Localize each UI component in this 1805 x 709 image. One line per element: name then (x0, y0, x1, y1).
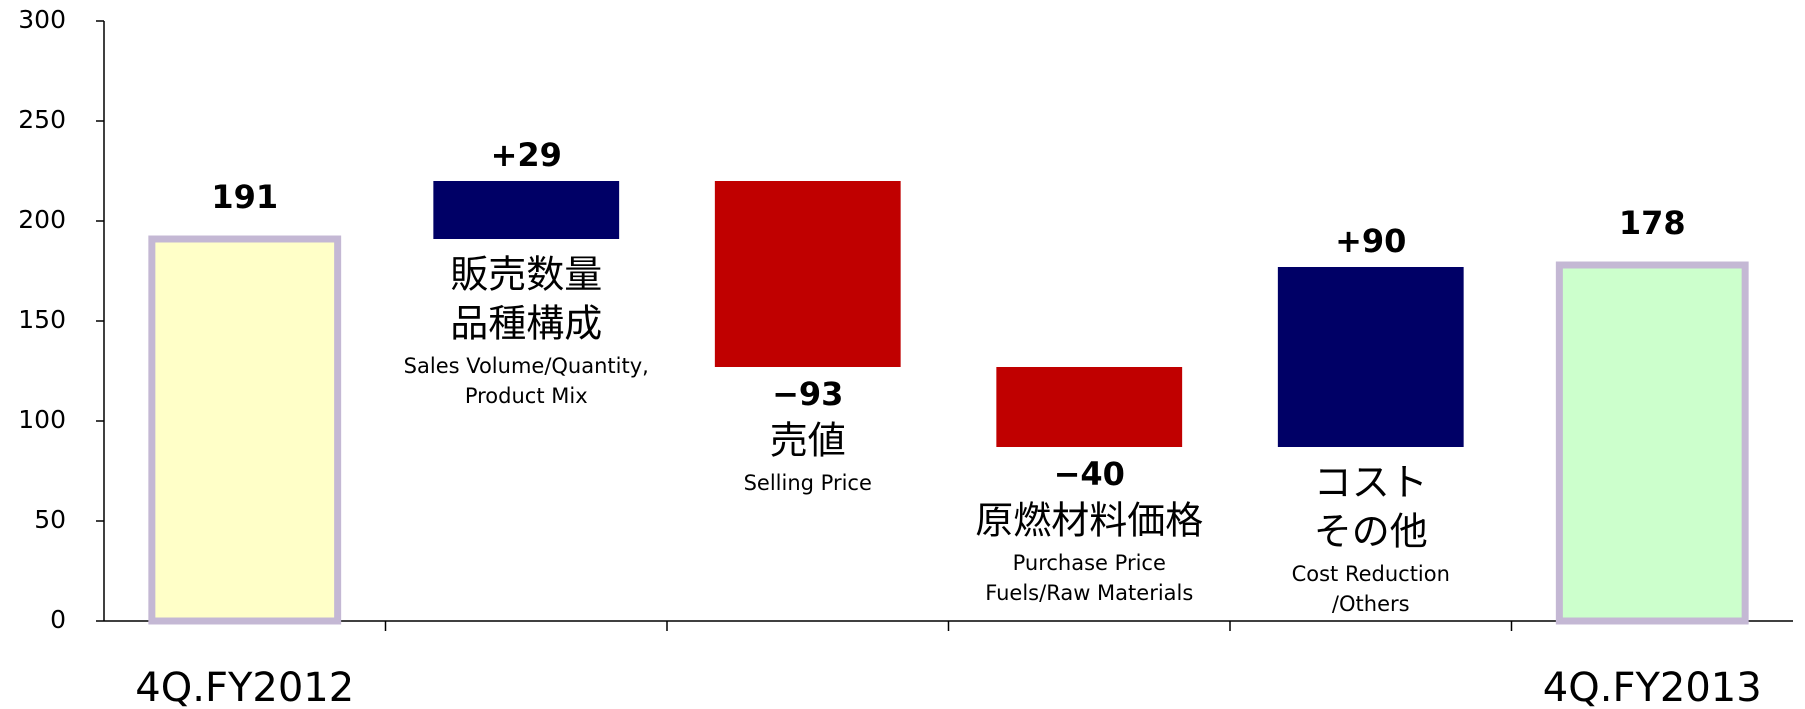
y-tick-label: 200 (18, 205, 66, 234)
delta-bar (996, 367, 1183, 447)
category-label: コスト (1314, 461, 1428, 505)
value-label: −93 (772, 375, 843, 413)
y-tick-label: 150 (18, 305, 66, 334)
category-label: 品種構成 (450, 302, 602, 346)
category-label: 販売数量 (450, 253, 602, 297)
category-subtitle: Sales Volume/Quantity, (404, 354, 649, 378)
category-subtitle: Fuels/Raw Materials (985, 581, 1193, 605)
y-tick-label: 250 (18, 105, 66, 134)
category-subtitle: Product Mix (465, 384, 588, 408)
category-label: 原燃材料価格 (975, 499, 1203, 543)
value-label: 178 (1619, 204, 1686, 242)
x-category-label: 4Q.FY2012 (135, 665, 354, 709)
category-label: 売値 (770, 419, 846, 463)
delta-bar (1277, 267, 1464, 447)
category-subtitle: Cost Reduction (1292, 562, 1450, 586)
total-bar (148, 235, 342, 625)
x-category-label: 4Q.FY2013 (1543, 665, 1762, 709)
value-label: −40 (1054, 455, 1125, 493)
value-label: +90 (1335, 222, 1406, 260)
delta-bar (433, 181, 620, 239)
category-subtitle: /Others (1332, 592, 1410, 616)
value-label: +29 (491, 136, 562, 174)
category-subtitle: Purchase Price (1013, 551, 1166, 575)
y-tick-label: 100 (18, 405, 66, 434)
value-label: 191 (211, 178, 278, 216)
delta-bar (714, 181, 901, 367)
category-subtitle: Selling Price (744, 471, 872, 495)
y-tick-label: 50 (34, 505, 66, 534)
y-tick-label: 300 (18, 5, 66, 34)
y-tick-label: 0 (50, 605, 66, 634)
category-label: その他 (1314, 510, 1428, 554)
total-bar (1555, 261, 1749, 625)
